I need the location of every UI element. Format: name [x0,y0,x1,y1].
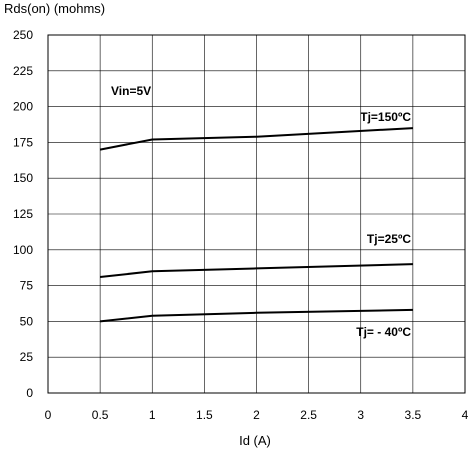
series-label-tj-minus-40: Tj= - 40ºC [356,325,411,339]
series-label-tj-25: Tj=25ºC [367,232,411,246]
y-tick-label: 0 [26,386,33,400]
x-tick-label: 2 [253,408,260,422]
series-label-tj-150: Tj=150ºC [360,110,411,124]
x-tick-label: 4 [462,408,469,422]
y-tick-label: 175 [13,135,33,149]
grid [47,34,466,394]
y-tick-label: 25 [20,350,34,364]
x-tick-label: 1 [149,408,156,422]
tick-labels: 0 0.5 1 1.5 2 2.5 3 3.5 4 0 25 50 75 100 125 150 175 200 2… [13,28,469,422]
vin-annotation: Vin=5V [111,84,151,98]
y-tick-label: 125 [13,207,33,221]
x-axis-title: Id (A) [239,433,271,448]
series-lines [99,127,413,323]
y-tick-label: 150 [13,171,33,185]
plot-frame [47,34,466,394]
y-tick-label: 75 [20,279,34,293]
series-line-tj-25 [99,263,413,278]
x-tick-label: 3.5 [405,408,422,422]
y-axis-title: Rds(on) (mohms) [4,1,105,16]
x-tick-label: 1.5 [196,408,213,422]
y-tick-label: 100 [13,243,33,257]
x-tick-label: 2.5 [300,408,317,422]
series-line-tj-minus-40 [99,308,413,323]
y-tick-label: 50 [20,314,34,328]
y-tick-label: 250 [13,28,33,42]
x-tick-label: 3 [357,408,364,422]
series-line-tj-150 [99,127,413,151]
y-tick-label: 200 [13,100,33,114]
x-tick-label: 0 [45,408,52,422]
x-tick-label: 0.5 [92,408,109,422]
y-tick-label: 225 [13,64,33,78]
